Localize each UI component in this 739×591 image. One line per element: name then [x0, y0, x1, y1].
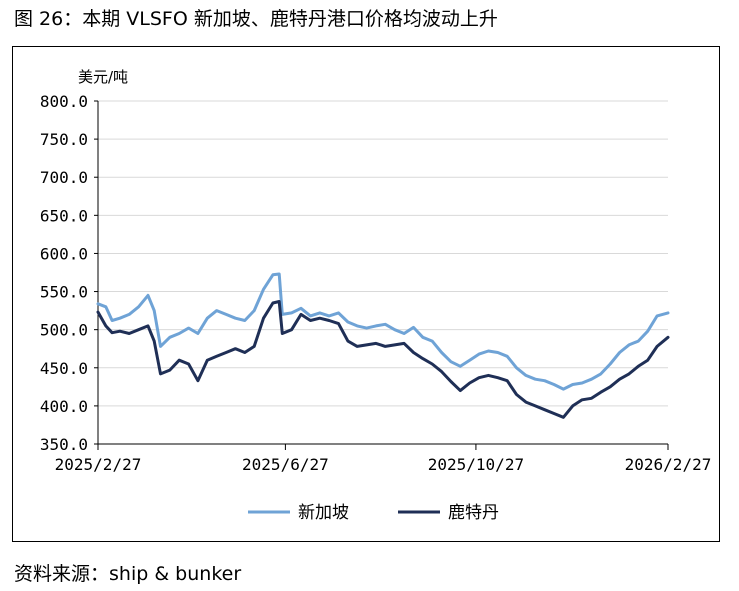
chart-frame	[12, 46, 720, 542]
y-tick-label: 450.0	[40, 359, 88, 378]
x-tick-label: 2025/10/27	[428, 455, 524, 474]
y-tick-label: 700.0	[40, 168, 88, 187]
series-lines	[96, 272, 670, 419]
y-tick-label: 750.0	[40, 130, 88, 149]
series-line-rotterdam	[96, 300, 670, 419]
y-tick-label: 350.0	[40, 435, 88, 454]
legend-label-rotterdam: 鹿特丹	[448, 503, 499, 523]
legend: 新加坡 鹿特丹	[248, 503, 499, 523]
source-note: 资料来源：ship & bunker	[14, 563, 242, 585]
x-tick-label: 2025/6/27	[242, 455, 329, 474]
y-axis-label: 美元/吨	[78, 68, 128, 86]
y-tick-label: 600.0	[40, 244, 88, 263]
axes: 800.0 750.0 700.0 650.0 600.0 550.0 500.0 450.0…	[40, 92, 712, 474]
x-tick-label: 2026/2/27	[625, 455, 712, 474]
gridlines	[98, 100, 668, 407]
y-tick-label: 400.0	[40, 397, 88, 416]
legend-label-singapore: 新加坡	[298, 503, 349, 523]
y-tick-label: 550.0	[40, 283, 88, 302]
figure-title: 图 26：本期 VLSFO 新加坡、鹿特丹港口价格均波动上升	[14, 8, 498, 30]
y-tick-label: 650.0	[40, 206, 88, 225]
series-line-singapore	[96, 272, 670, 391]
y-tick-label: 500.0	[40, 321, 88, 340]
x-tick-label: 2025/2/27	[55, 455, 142, 474]
line-chart: 美元/吨 800.0 750.0 700.0 650.0 600.0 550.0 500.0…	[40, 68, 712, 523]
y-tick-label: 800.0	[40, 92, 88, 111]
